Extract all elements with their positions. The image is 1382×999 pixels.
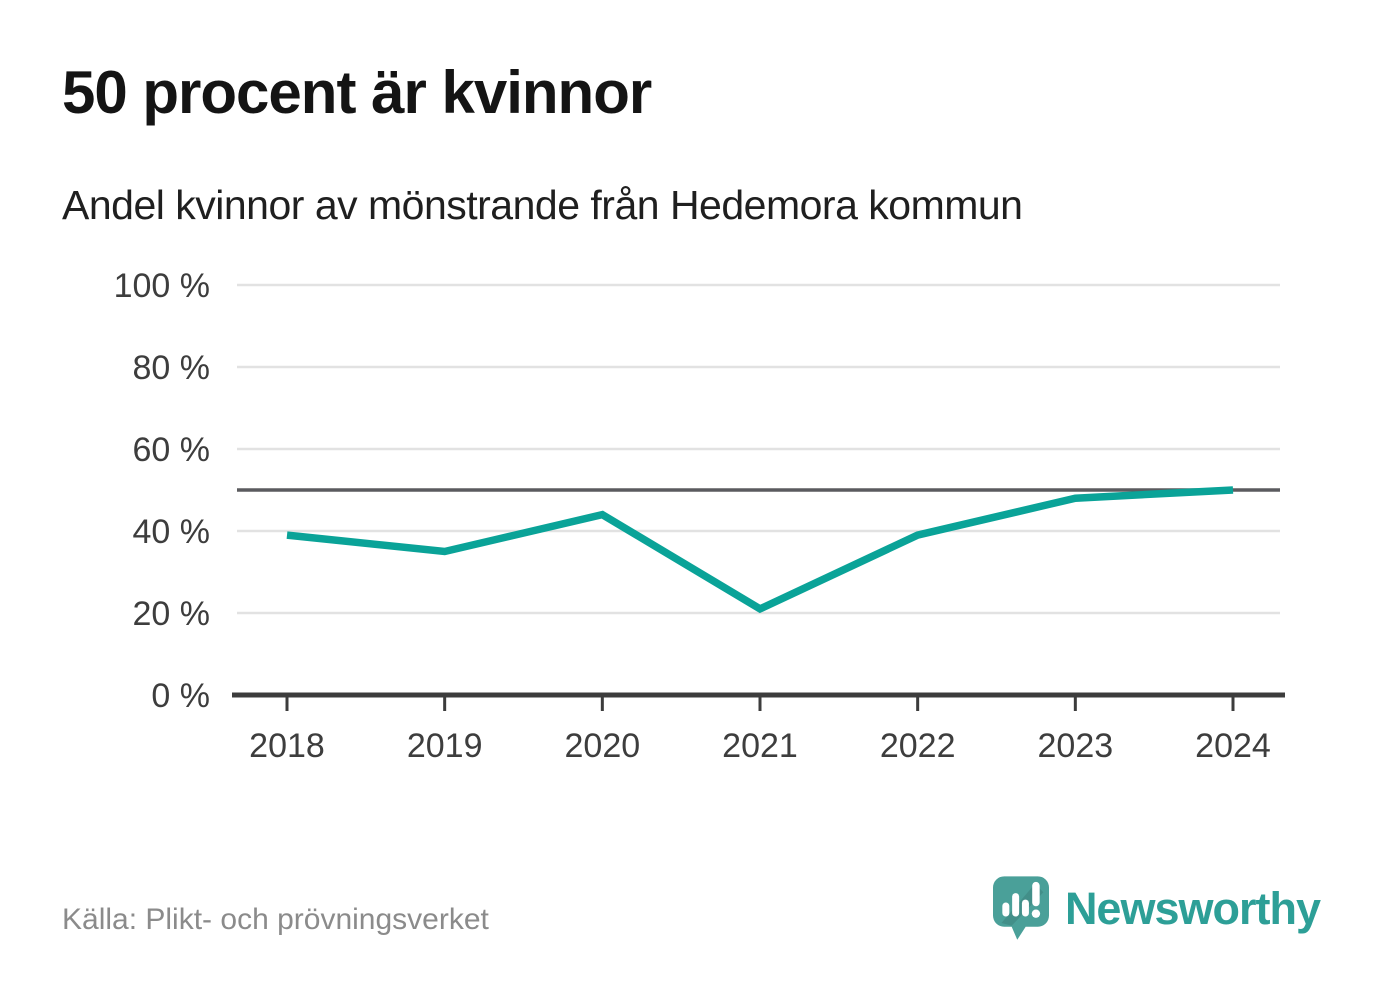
chart-title: 50 procent är kvinnor	[62, 59, 652, 126]
y-axis-tick-label: 20 %	[133, 595, 211, 633]
x-axis-tick-label: 2022	[880, 727, 956, 765]
y-axis-tick-label: 40 %	[133, 513, 211, 551]
x-axis-tick-label: 2018	[249, 727, 325, 765]
newsworthy-logo-link[interactable]: Newsworthy	[992, 876, 1321, 942]
y-axis-tick-label: 60 %	[133, 431, 211, 469]
x-axis-tick-label: 2021	[722, 727, 798, 765]
source-attribution: Källa: Plikt- och prövningsverket	[62, 903, 489, 936]
y-axis-tick-label: 0 %	[151, 677, 210, 715]
x-axis-tick-label: 2020	[565, 727, 641, 765]
logo-bar-tall	[1012, 893, 1020, 917]
logo-bar-short	[1002, 902, 1010, 917]
newsworthy-wordmark: Newsworthy	[1064, 883, 1321, 934]
logo-exclamation-dot	[1031, 909, 1041, 918]
data-line-andel-kvinnor	[286, 486, 1234, 614]
y-axis-tick-label: 80 %	[133, 349, 211, 387]
x-axis-tick-label: 2023	[1038, 727, 1114, 765]
x-axis-tick-label: 2019	[407, 727, 483, 765]
chart-subtitle: Andel kvinnor av mönstrande från Hedemor…	[62, 182, 1023, 228]
newsworthy-logo-icon	[992, 876, 1049, 940]
logo-bar-medium	[1021, 899, 1029, 917]
x-axis-tick-label: 2024	[1195, 727, 1271, 765]
y-axis-tick-label: 100 %	[114, 267, 210, 305]
logo-exclamation-bar	[1032, 881, 1040, 907]
